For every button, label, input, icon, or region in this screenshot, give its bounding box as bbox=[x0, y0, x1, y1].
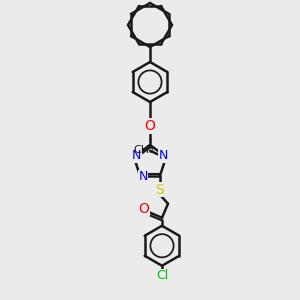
Text: N: N bbox=[132, 149, 142, 162]
Text: Cl: Cl bbox=[156, 269, 168, 282]
Text: O: O bbox=[139, 202, 149, 216]
Text: CH₃: CH₃ bbox=[134, 145, 154, 155]
Text: N: N bbox=[138, 170, 148, 183]
Text: S: S bbox=[156, 183, 164, 197]
Text: O: O bbox=[145, 119, 155, 133]
Text: N: N bbox=[158, 149, 168, 162]
